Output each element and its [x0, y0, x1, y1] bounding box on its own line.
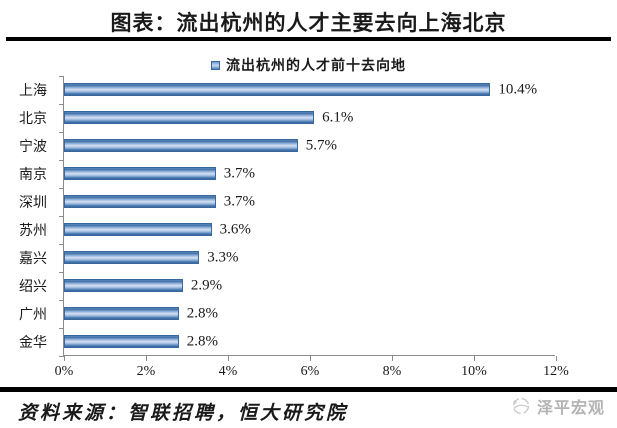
y-axis-tick	[59, 188, 64, 189]
bar	[64, 195, 216, 208]
category-label: 广州	[19, 308, 47, 323]
footer-divider	[0, 387, 617, 392]
y-axis-tick	[59, 132, 64, 133]
bar	[64, 139, 298, 152]
x-tick-label: 0%	[54, 364, 74, 379]
value-label: 3.7%	[223, 193, 255, 210]
value-label: 3.3%	[207, 249, 239, 266]
bar	[64, 167, 216, 180]
y-axis-tick	[59, 356, 64, 357]
x-axis-tick	[228, 356, 229, 361]
y-axis-tick	[59, 104, 64, 105]
page-title: 图表：流出杭州的人才主要去向上海北京	[110, 11, 507, 35]
value-label: 2.9%	[190, 277, 223, 294]
bar-row: 苏州 3.6%	[19, 216, 555, 244]
value-label: 3.7%	[223, 165, 255, 182]
bar-row: 宁波 5.7%	[19, 132, 555, 160]
bar	[64, 279, 183, 292]
category-label: 深圳	[19, 196, 47, 211]
x-axis-tick	[310, 356, 311, 361]
y-axis-tick	[59, 244, 64, 245]
bar-row: 广州 2.8%	[19, 300, 555, 328]
x-tick-label: 8%	[382, 364, 402, 379]
x-tick-label: 2%	[136, 364, 156, 379]
y-axis-tick	[59, 160, 64, 161]
y-axis-tick	[59, 76, 64, 77]
category-label: 嘉兴	[19, 252, 47, 267]
category-label: 金华	[19, 336, 47, 351]
bar-row: 南京 3.7%	[19, 160, 555, 188]
x-axis-tick	[556, 356, 557, 361]
bar	[64, 307, 179, 320]
value-label: 3.6%	[219, 221, 251, 238]
bar-row: 北京 6.1%	[19, 104, 555, 132]
bar	[64, 111, 315, 124]
category-label: 宁波	[19, 140, 47, 155]
x-axis-tick	[474, 356, 475, 361]
legend-label: 流出杭州的人才前十去向地	[226, 59, 406, 74]
category-label: 上海	[19, 84, 47, 99]
bar	[64, 251, 200, 264]
legend: 流出杭州的人才前十去向地	[0, 55, 617, 75]
zeping-macro-logo-icon	[512, 397, 530, 415]
y-axis-tick	[59, 216, 64, 217]
category-label: 绍兴	[19, 280, 47, 295]
bar	[64, 223, 212, 236]
bar	[64, 83, 491, 96]
category-label: 北京	[19, 112, 47, 127]
x-tick-label: 12%	[543, 364, 569, 379]
category-label: 南京	[19, 168, 47, 183]
category-label: 苏州	[19, 224, 47, 239]
value-label: 10.4%	[498, 81, 538, 98]
bar-row: 嘉兴 3.3%	[19, 244, 555, 272]
bar	[64, 335, 179, 348]
y-axis-tick	[59, 300, 64, 301]
bar-row: 上海 10.4%	[19, 76, 555, 104]
value-label: 5.7%	[305, 137, 337, 154]
value-label: 2.8%	[186, 305, 219, 322]
value-label: 2.8%	[186, 333, 219, 350]
y-axis-tick	[59, 272, 64, 273]
legend-marker-icon	[211, 60, 220, 70]
x-axis-tick	[146, 356, 147, 361]
plot-area: 上海 10.4% 北京 6.1% 宁波 5.7% 南京 3.7% 深圳 3.7% 苏州 3.6% 嘉兴 3…	[19, 76, 569, 379]
source-text: 资料来源：智联招聘，恒大研究院	[18, 403, 349, 424]
bar-row: 金华 2.8%	[19, 328, 555, 356]
x-axis-tick	[392, 356, 393, 361]
x-tick-label: 10%	[461, 364, 487, 379]
brand: 泽平宏观	[510, 394, 605, 418]
title-divider	[6, 37, 611, 41]
bar-row: 绍兴 2.9%	[19, 272, 555, 300]
y-axis-tick	[59, 328, 64, 329]
x-axis-tick	[64, 356, 65, 361]
brand-label: 泽平宏观	[536, 400, 605, 417]
x-tick-label: 6%	[300, 364, 320, 379]
bar-row: 深圳 3.7%	[19, 188, 555, 216]
value-label: 6.1%	[322, 109, 354, 126]
x-tick-label: 4%	[218, 364, 238, 379]
